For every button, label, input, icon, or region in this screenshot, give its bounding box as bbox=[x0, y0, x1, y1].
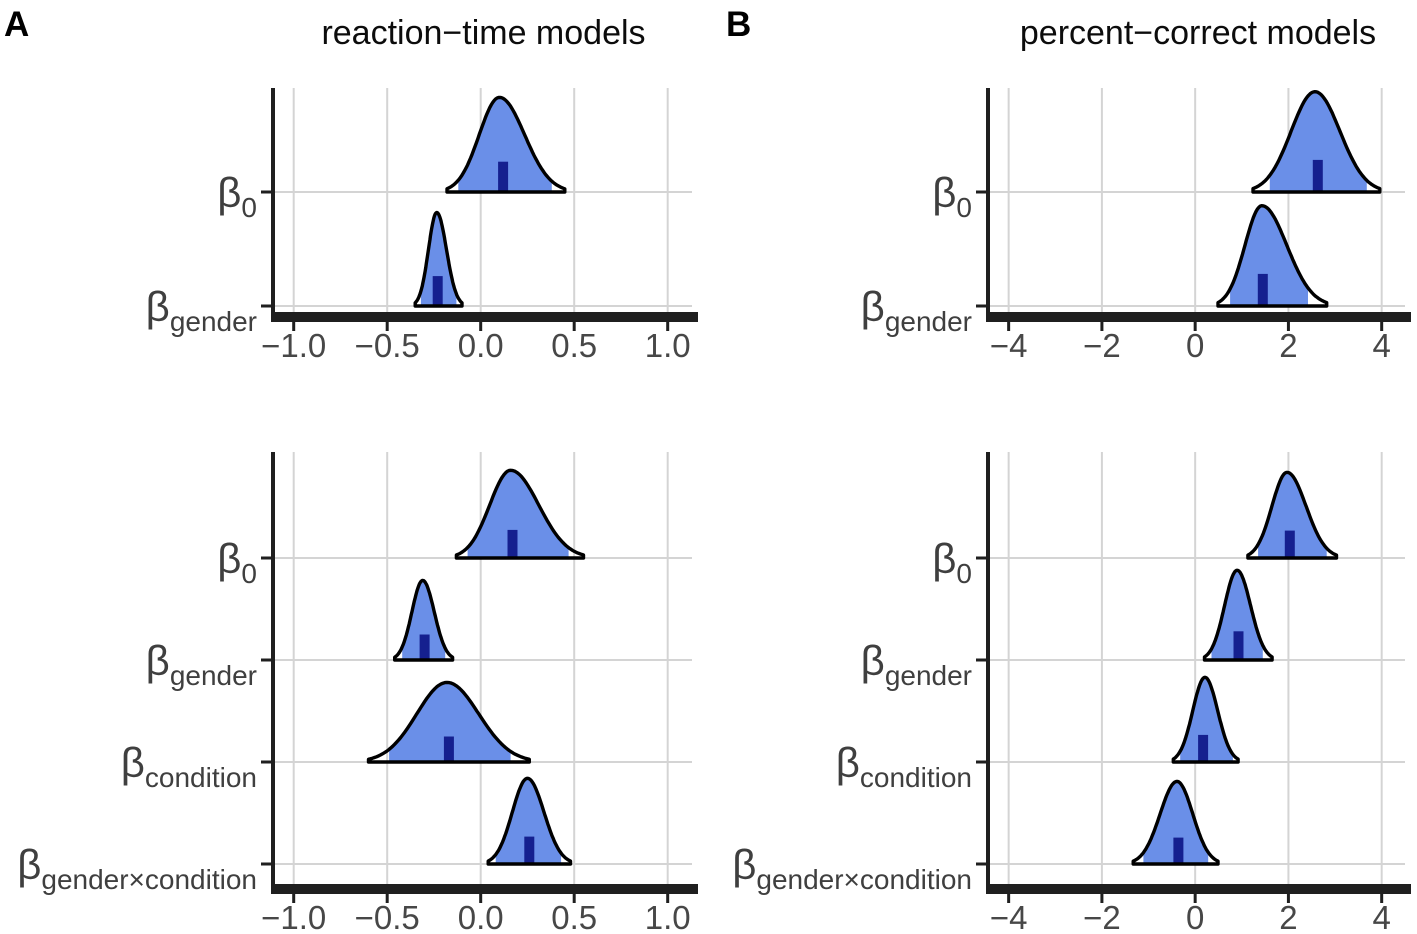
density-outline-B-bottom-beta_condition bbox=[1171, 675, 1240, 764]
density-fill-B-bottom-beta_gender_x_condition bbox=[1143, 781, 1209, 864]
density-outline-B-top-beta_gender bbox=[1216, 204, 1329, 308]
y-axis-label-A-top-beta_gender: βgender bbox=[146, 283, 257, 337]
median-marker-A-bottom-beta_condition bbox=[443, 736, 454, 762]
subplot-A-top: −1.0 −0.5 0.0 0.5 1.0 β0 βgender bbox=[146, 88, 698, 364]
x-axis-spine-B-top bbox=[986, 312, 1411, 322]
x-tick-label-B-bottom-1: −2 bbox=[1083, 899, 1121, 934]
x-tick-label-B-bottom-3: 2 bbox=[1279, 899, 1297, 934]
y-axis-label-A-bottom-beta_gender: βgender bbox=[146, 637, 257, 691]
x-tick-label-B-top-1: −2 bbox=[1083, 327, 1121, 364]
y-axis-label-B-bottom-beta_condition: βcondition bbox=[836, 739, 972, 793]
subplot-A-bottom: −1.0 −0.5 0.0 0.5 1.0 β0 βgender βcondition βgen… bbox=[17, 452, 698, 934]
subplot-B-top: −4 −2 0 2 4 β0 βgender bbox=[861, 88, 1411, 364]
panel-title-reaction-time: reaction−time models bbox=[321, 14, 646, 52]
median-marker-A-top-beta_0 bbox=[498, 161, 509, 192]
x-axis-spine-A-top bbox=[271, 312, 698, 322]
x-tick-label-A-top-2: 0.0 bbox=[458, 327, 504, 364]
density-fill-A-bottom-beta_gender_x_condition bbox=[495, 778, 562, 864]
density-fill-A-top-beta_gender bbox=[420, 212, 457, 306]
median-marker-A-bottom-beta_gender bbox=[419, 634, 430, 660]
x-axis-spine-A-bottom bbox=[271, 884, 698, 894]
density-outline-A-bottom-beta_gender bbox=[393, 578, 455, 662]
density-fill-A-bottom-beta_condition bbox=[389, 682, 511, 762]
x-tick-label-B-top-3: 2 bbox=[1279, 327, 1297, 364]
density-outline-A-top-beta_0 bbox=[445, 95, 567, 194]
subplot-B-bottom: −4 −2 0 2 4 β0 βgender βcondition βgender×condit… bbox=[732, 452, 1411, 934]
density-outline-B-bottom-beta_gender_x_condition bbox=[1131, 779, 1220, 866]
median-marker-B-top-beta_gender bbox=[1257, 273, 1268, 306]
x-tick-label-B-bottom-4: 4 bbox=[1373, 899, 1391, 934]
density-fill-A-bottom-beta_gender bbox=[402, 580, 446, 660]
x-tick-label-B-bottom-2: 0 bbox=[1186, 899, 1204, 934]
y-axis-spine-B-top bbox=[986, 88, 990, 322]
x-tick-label-A-bottom-4: 1.0 bbox=[645, 899, 691, 934]
median-marker-B-bottom-beta_gender_x_condition bbox=[1173, 837, 1184, 864]
x-tick-label-A-top-0: −1.0 bbox=[261, 327, 326, 364]
y-axis-spine-A-top bbox=[271, 88, 275, 322]
median-marker-B-top-beta_0 bbox=[1312, 159, 1323, 192]
x-tick-label-B-top-4: 4 bbox=[1373, 327, 1391, 364]
x-tick-label-A-bottom-0: −1.0 bbox=[261, 899, 326, 934]
y-axis-spine-A-bottom bbox=[271, 452, 275, 894]
median-marker-A-bottom-beta_0 bbox=[507, 529, 518, 558]
y-axis-label-B-top-beta_gender: βgender bbox=[861, 283, 972, 337]
y-axis-label-A-bottom-beta_0: β0 bbox=[217, 535, 257, 589]
median-marker-B-bottom-beta_0 bbox=[1284, 530, 1295, 558]
y-axis-label-A-bottom-beta_gender_x_condition: βgender×condition bbox=[17, 841, 257, 895]
density-outline-A-bottom-beta_condition bbox=[366, 680, 531, 764]
x-tick-label-B-top-2: 0 bbox=[1186, 327, 1204, 364]
x-tick-label-A-top-4: 1.0 bbox=[645, 327, 691, 364]
density-fill-B-bottom-beta_gender bbox=[1211, 570, 1263, 660]
density-outline-A-bottom-beta_gender_x_condition bbox=[486, 776, 573, 866]
density-outline-A-bottom-beta_0 bbox=[454, 468, 586, 560]
density-fill-A-bottom-beta_0 bbox=[467, 470, 569, 558]
density-fill-B-bottom-beta_0 bbox=[1258, 472, 1327, 558]
median-marker-B-bottom-beta_condition bbox=[1198, 734, 1209, 762]
x-axis-spine-B-bottom bbox=[986, 884, 1411, 894]
y-axis-spine-B-bottom bbox=[986, 452, 990, 894]
x-tick-label-A-bottom-3: 0.5 bbox=[551, 899, 597, 934]
density-outline-B-bottom-beta_gender bbox=[1202, 568, 1274, 662]
density-fill-B-top-beta_0 bbox=[1269, 91, 1367, 192]
y-axis-label-B-bottom-beta_gender_x_condition: βgender×condition bbox=[732, 841, 972, 895]
x-tick-label-A-top-1: −0.5 bbox=[355, 327, 420, 364]
x-tick-label-A-bottom-2: 0.0 bbox=[458, 899, 504, 934]
y-axis-label-A-top-beta_0: β0 bbox=[217, 169, 257, 223]
y-axis-label-B-bottom-beta_0: β0 bbox=[932, 535, 972, 589]
y-axis-label-B-top-beta_0: β0 bbox=[932, 169, 972, 223]
median-marker-A-bottom-beta_gender_x_condition bbox=[524, 836, 535, 864]
density-outline-B-bottom-beta_0 bbox=[1246, 470, 1339, 560]
density-fill-A-top-beta_0 bbox=[458, 97, 552, 192]
density-outline-B-top-beta_0 bbox=[1251, 90, 1382, 194]
panel-label-b: B bbox=[726, 5, 752, 44]
x-tick-label-A-top-3: 0.5 bbox=[551, 327, 597, 364]
y-axis-label-A-bottom-beta_condition: βcondition bbox=[121, 739, 257, 793]
y-axis-label-B-bottom-beta_gender: βgender bbox=[861, 637, 972, 691]
panel-title-percent-correct: percent−correct models bbox=[1019, 14, 1377, 52]
density-outline-A-top-beta_gender bbox=[413, 210, 464, 308]
median-marker-B-bottom-beta_gender bbox=[1233, 631, 1244, 660]
density-fill-B-bottom-beta_condition bbox=[1180, 677, 1233, 762]
x-tick-label-B-top-0: −4 bbox=[990, 327, 1028, 364]
panel-label-a: A bbox=[4, 5, 30, 44]
median-marker-A-top-beta_gender bbox=[432, 276, 443, 306]
x-tick-label-A-bottom-1: −0.5 bbox=[355, 899, 420, 934]
x-tick-label-B-bottom-0: −4 bbox=[990, 899, 1028, 934]
